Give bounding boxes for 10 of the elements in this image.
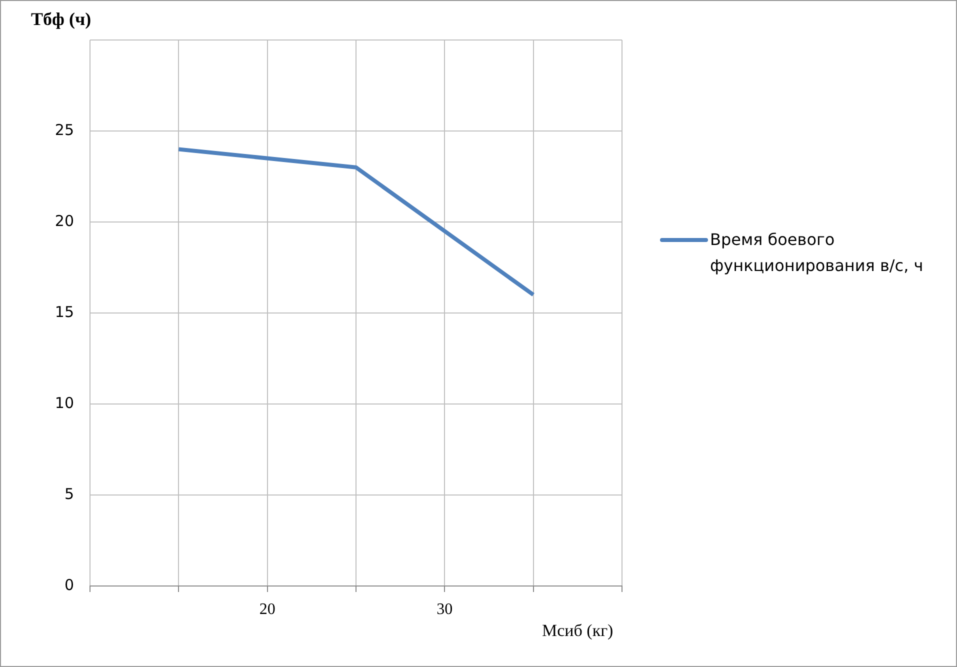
legend-label: Время боевого функционирования в/с, ч bbox=[710, 230, 924, 275]
y-tick-label: 0 bbox=[64, 576, 74, 594]
y-tick-label: 10 bbox=[54, 394, 74, 412]
y-tick-label: 25 bbox=[54, 120, 74, 139]
y-tick-label: 5 bbox=[64, 484, 74, 503]
y-tick-label: 20 bbox=[54, 212, 74, 230]
x-tick-label: 30 bbox=[436, 600, 453, 618]
y-axis-title: Тбф (ч) bbox=[31, 9, 92, 29]
y-tick-label: 15 bbox=[54, 302, 74, 321]
x-axis-title: Мсиб (кг) bbox=[542, 621, 614, 640]
